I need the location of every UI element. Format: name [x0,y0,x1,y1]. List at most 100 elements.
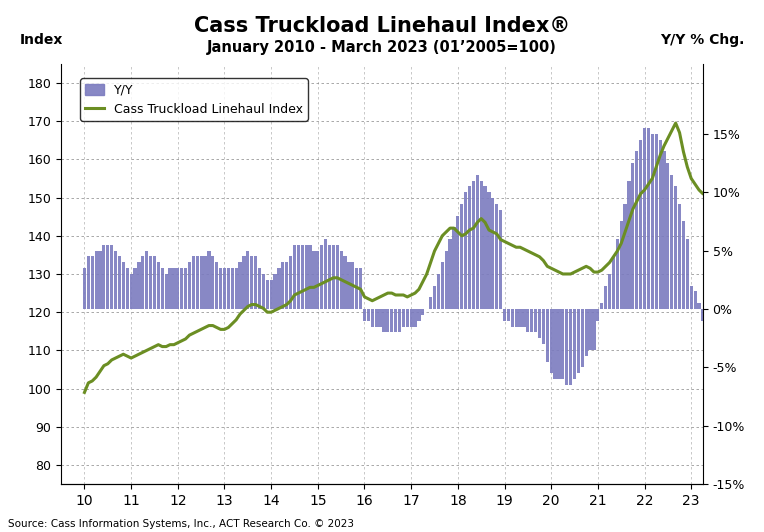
Bar [542,309,545,344]
Bar [515,309,518,327]
Bar [452,227,455,309]
Bar [258,268,261,309]
Bar [558,309,561,379]
Bar [553,309,557,379]
Bar [223,268,226,309]
Bar [250,256,254,309]
Bar [219,268,222,309]
Bar [694,292,697,309]
Legend: Y/Y, Cass Truckload Linehaul Index: Y/Y, Cass Truckload Linehaul Index [80,79,308,121]
Bar [674,186,677,309]
Bar [510,309,514,327]
Bar [316,251,319,309]
Bar [480,180,483,309]
Bar [157,262,160,309]
Bar [145,251,148,309]
Bar [596,309,600,321]
Bar [134,268,137,309]
Bar [701,309,704,321]
Text: Cass Truckload Linehaul Index®: Cass Truckload Linehaul Index® [194,16,570,36]
Bar [246,251,249,309]
Bar [647,128,650,309]
Bar [281,262,284,309]
Bar [623,204,626,309]
Bar [344,256,347,309]
Bar [374,309,377,327]
Bar [328,245,331,309]
Bar [211,256,215,309]
Bar [635,152,639,309]
Bar [398,309,401,332]
Bar [188,262,191,309]
Bar [627,180,630,309]
Text: Source: Cass Information Systems, Inc., ACT Research Co. © 2023: Source: Cass Information Systems, Inc., … [8,519,354,529]
Bar [484,186,487,309]
Bar [545,309,549,362]
Bar [324,239,327,309]
Bar [562,309,565,379]
Text: Y/Y % Chg.: Y/Y % Chg. [660,33,745,47]
Bar [670,174,673,309]
Bar [503,309,506,321]
Bar [160,268,163,309]
Bar [631,163,634,309]
Bar [277,268,280,309]
Bar [110,245,113,309]
Bar [130,274,133,309]
Bar [526,309,529,332]
Bar [523,309,526,327]
Bar [153,256,156,309]
Bar [507,309,510,321]
Bar [592,309,596,350]
Bar [359,268,362,309]
Bar [176,268,180,309]
Bar [207,251,211,309]
Bar [262,274,265,309]
Bar [168,268,172,309]
Bar [659,140,662,309]
Bar [180,268,183,309]
Bar [464,192,468,309]
Bar [639,140,643,309]
Bar [95,251,98,309]
Bar [99,251,102,309]
Bar [382,309,386,332]
Bar [355,268,358,309]
Bar [196,256,199,309]
Bar [666,163,669,309]
Bar [573,309,576,379]
Bar [713,309,716,356]
Bar [487,192,490,309]
Bar [402,309,405,327]
Bar [378,309,382,327]
Bar [114,251,117,309]
Bar [429,297,432,309]
Bar [569,309,572,385]
Bar [192,256,195,309]
Bar [413,309,416,327]
Bar [448,239,452,309]
Bar [231,268,234,309]
Bar [616,239,619,309]
Bar [724,309,728,390]
Bar [83,268,86,309]
Bar [184,268,187,309]
Bar [289,256,292,309]
Bar [351,262,354,309]
Bar [203,256,206,309]
Bar [612,256,615,309]
Bar [164,274,168,309]
Bar [106,245,109,309]
Bar [538,309,541,338]
Bar [655,134,658,309]
Bar [460,204,463,309]
Bar [519,309,522,327]
Bar [121,262,125,309]
Bar [125,268,129,309]
Bar [690,286,693,309]
Bar [390,309,393,332]
Bar [87,256,90,309]
Bar [387,309,390,332]
Bar [441,262,444,309]
Bar [332,245,335,309]
